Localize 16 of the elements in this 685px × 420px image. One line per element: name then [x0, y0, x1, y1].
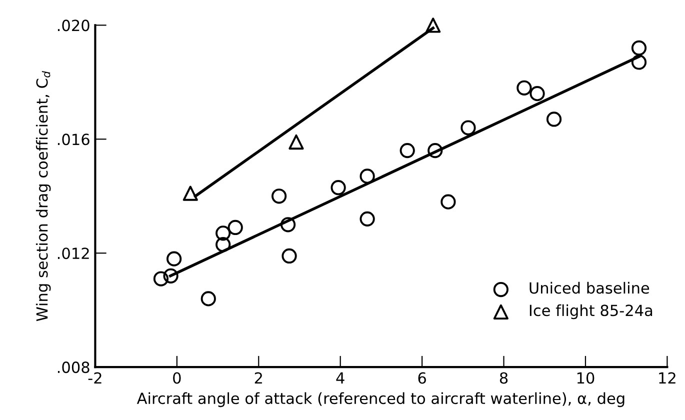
x-tick-label: -2 — [88, 372, 102, 384]
legend-label: Uniced baseline — [530, 282, 650, 294]
x-tick-label: 8 — [500, 372, 508, 384]
x-tick-label: 2 — [254, 372, 262, 384]
y-tick-label: .012 — [58, 248, 89, 260]
y-tick-label: .016 — [58, 134, 90, 146]
x-axis-title: Aircraft angle of attack (referenced to aircraft waterline), α, deg — [136, 392, 624, 408]
legend-label: Ice flight 85-24a — [530, 304, 652, 320]
y-axis-title: Wing section drag coefficient, C$_{d}$ — [36, 71, 51, 322]
x-tick-label: 4 — [336, 372, 344, 384]
y-tick-label: .020 — [58, 20, 90, 32]
x-tick-label: 12 — [659, 372, 676, 384]
x-tick-label: 10 — [577, 372, 594, 384]
y-tick-label: .008 — [58, 362, 90, 374]
x-tick-label: 6 — [418, 372, 426, 384]
x-tick-label: 0 — [173, 372, 181, 384]
